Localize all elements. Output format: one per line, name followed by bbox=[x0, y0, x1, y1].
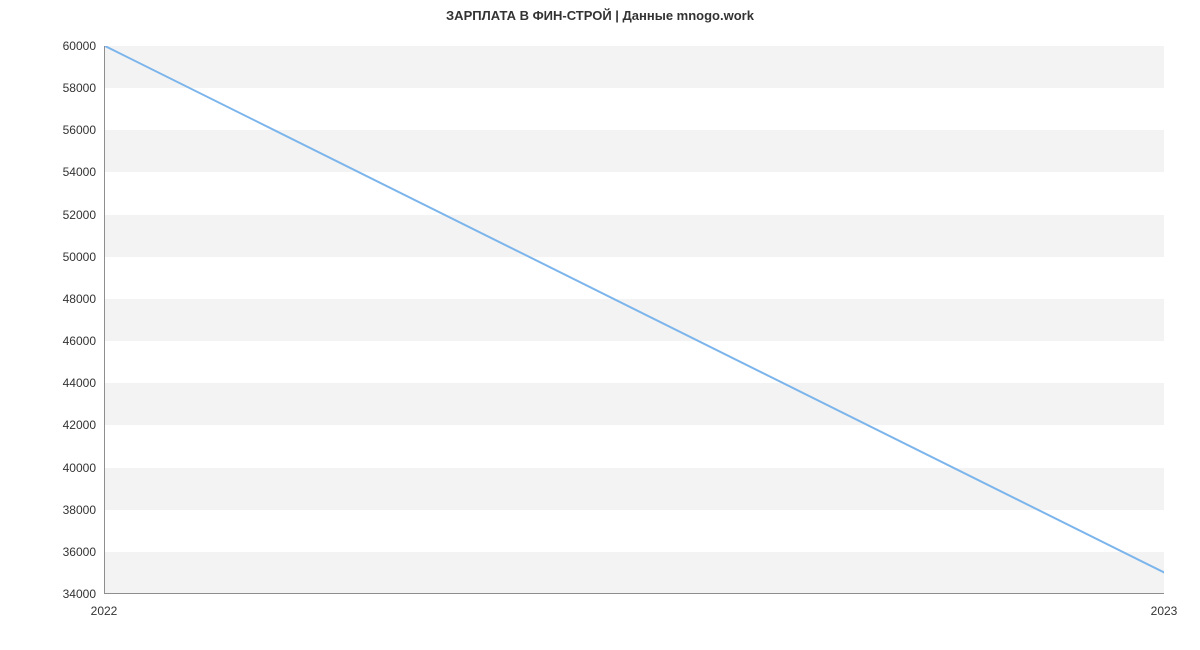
y-tick-label: 42000 bbox=[0, 418, 96, 432]
chart-container: ЗАРПЛАТА В ФИН-СТРОЙ | Данные mnogo.work… bbox=[0, 0, 1200, 650]
y-tick-label: 44000 bbox=[0, 376, 96, 390]
y-tick-label: 56000 bbox=[0, 123, 96, 137]
plot-area bbox=[104, 46, 1164, 594]
y-tick-label: 48000 bbox=[0, 292, 96, 306]
y-tick-label: 40000 bbox=[0, 461, 96, 475]
y-tick-label: 58000 bbox=[0, 81, 96, 95]
y-tick-label: 52000 bbox=[0, 208, 96, 222]
y-tick-label: 38000 bbox=[0, 503, 96, 517]
x-tick-label: 2023 bbox=[1124, 604, 1200, 618]
y-tick-label: 34000 bbox=[0, 587, 96, 601]
y-tick-label: 54000 bbox=[0, 165, 96, 179]
chart-title: ЗАРПЛАТА В ФИН-СТРОЙ | Данные mnogo.work bbox=[0, 8, 1200, 23]
series-line-salary bbox=[105, 46, 1164, 573]
y-tick-label: 36000 bbox=[0, 545, 96, 559]
y-tick-label: 50000 bbox=[0, 250, 96, 264]
y-tick-label: 60000 bbox=[0, 39, 96, 53]
line-layer bbox=[105, 46, 1164, 594]
x-tick-label: 2022 bbox=[64, 604, 144, 618]
y-tick-label: 46000 bbox=[0, 334, 96, 348]
